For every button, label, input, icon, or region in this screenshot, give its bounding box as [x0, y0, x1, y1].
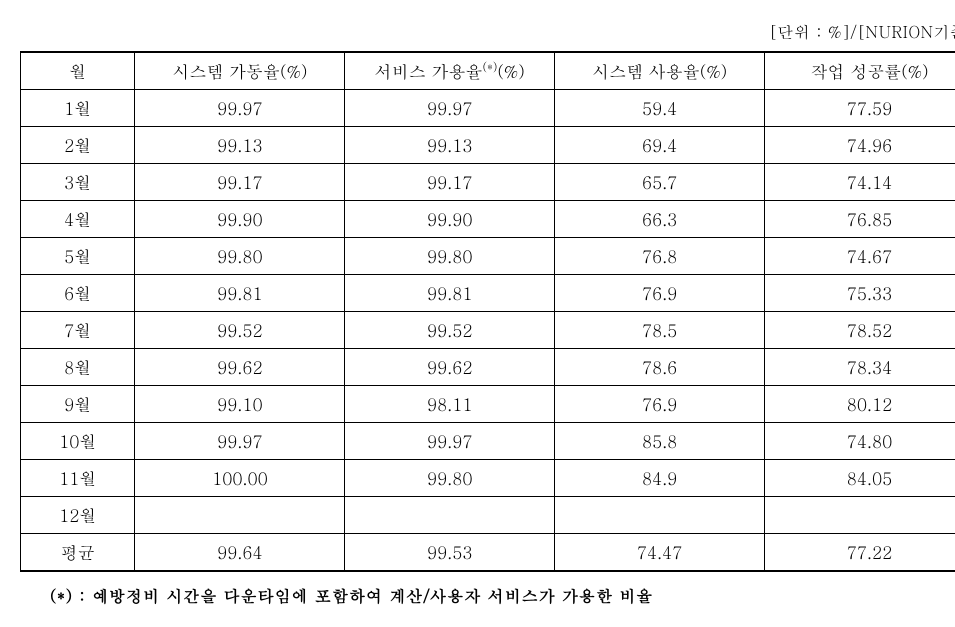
cell-uptime: 99.62: [135, 349, 345, 386]
footnote: (*) : 예방정비 시간을 다운타임에 포함하여 계산/사용자 서비스가 가용…: [20, 584, 955, 607]
unit-label: [단위 : %]/[NURION기준]: [20, 20, 955, 43]
cell-usage: 78.6: [555, 349, 765, 386]
cell-uptime: 100.00: [135, 460, 345, 497]
cell-month: 3월: [21, 164, 135, 201]
table-row: 3월99.1799.1765.774.14: [21, 164, 955, 201]
cell-usage: 76.9: [555, 275, 765, 312]
cell-usage: 66.3: [555, 201, 765, 238]
cell-usage: 78.5: [555, 312, 765, 349]
cell-month: 11월: [21, 460, 135, 497]
cell-uptime: 99.17: [135, 164, 345, 201]
cell-success: 74.14: [765, 164, 955, 201]
table-body: 1월99.9799.9759.477.592월99.1399.1369.474.…: [21, 90, 955, 572]
header-usage: 시스템 사용율(%): [555, 52, 765, 90]
cell-success: 74.96: [765, 127, 955, 164]
cell-avg-usage: 74.47: [555, 534, 765, 572]
table-row: 7월99.5299.5278.578.52: [21, 312, 955, 349]
cell-usage: 76.9: [555, 386, 765, 423]
cell-availability: 99.52: [345, 312, 555, 349]
cell-usage: 85.8: [555, 423, 765, 460]
table-row: 2월99.1399.1369.474.96: [21, 127, 955, 164]
data-table: 월 시스템 가동율(%) 서비스 가용율(*)(%) 시스템 사용율(%) 작업…: [20, 51, 955, 572]
cell-uptime: 99.97: [135, 423, 345, 460]
table-row: 5월99.8099.8076.874.67: [21, 238, 955, 275]
cell-success: 74.67: [765, 238, 955, 275]
cell-availability: 99.80: [345, 460, 555, 497]
cell-availability: 99.97: [345, 423, 555, 460]
cell-availability: [345, 497, 555, 534]
cell-month: 1월: [21, 90, 135, 127]
cell-uptime: 99.13: [135, 127, 345, 164]
cell-avg-success: 77.22: [765, 534, 955, 572]
cell-month: 6월: [21, 275, 135, 312]
cell-uptime: 99.90: [135, 201, 345, 238]
cell-month: 4월: [21, 201, 135, 238]
header-availability-suffix: (%): [497, 59, 524, 83]
header-uptime: 시스템 가동율(%): [135, 52, 345, 90]
cell-month: 10월: [21, 423, 135, 460]
cell-availability: 99.62: [345, 349, 555, 386]
cell-uptime: 99.80: [135, 238, 345, 275]
cell-month: 12월: [21, 497, 135, 534]
cell-success: 76.85: [765, 201, 955, 238]
header-availability-sup: (*): [482, 59, 497, 75]
cell-usage: 59.4: [555, 90, 765, 127]
cell-availability: 98.11: [345, 386, 555, 423]
table-row: 11월100.0099.8084.984.05: [21, 460, 955, 497]
cell-availability: 99.97: [345, 90, 555, 127]
cell-uptime: [135, 497, 345, 534]
cell-success: 77.59: [765, 90, 955, 127]
cell-success: 78.52: [765, 312, 955, 349]
cell-availability: 99.90: [345, 201, 555, 238]
cell-uptime: 99.97: [135, 90, 345, 127]
table-header-row: 월 시스템 가동율(%) 서비스 가용율(*)(%) 시스템 사용율(%) 작업…: [21, 52, 955, 90]
cell-usage: 69.4: [555, 127, 765, 164]
cell-success: 74.80: [765, 423, 955, 460]
cell-uptime: 99.10: [135, 386, 345, 423]
header-availability: 서비스 가용율(*)(%): [345, 52, 555, 90]
cell-usage: 65.7: [555, 164, 765, 201]
table-row: 12월: [21, 497, 955, 534]
cell-uptime: 99.81: [135, 275, 345, 312]
cell-success: [765, 497, 955, 534]
cell-uptime: 99.52: [135, 312, 345, 349]
cell-success: 78.34: [765, 349, 955, 386]
cell-availability: 99.81: [345, 275, 555, 312]
table-row: 9월99.1098.1176.980.12: [21, 386, 955, 423]
cell-avg-uptime: 99.64: [135, 534, 345, 572]
cell-success: 75.33: [765, 275, 955, 312]
cell-availability: 99.80: [345, 238, 555, 275]
table-row-average: 평균99.6499.5374.4777.22: [21, 534, 955, 572]
cell-usage: 76.8: [555, 238, 765, 275]
table-row: 6월99.8199.8176.975.33: [21, 275, 955, 312]
header-availability-prefix: 서비스 가용율: [375, 59, 483, 83]
cell-success: 84.05: [765, 460, 955, 497]
cell-avg-month: 평균: [21, 534, 135, 572]
cell-month: 8월: [21, 349, 135, 386]
table-row: 8월99.6299.6278.678.34: [21, 349, 955, 386]
table-row: 10월99.9799.9785.874.80: [21, 423, 955, 460]
cell-usage: 84.9: [555, 460, 765, 497]
cell-availability: 99.13: [345, 127, 555, 164]
table-row: 4월99.9099.9066.376.85: [21, 201, 955, 238]
header-month: 월: [21, 52, 135, 90]
cell-avg-availability: 99.53: [345, 534, 555, 572]
cell-success: 80.12: [765, 386, 955, 423]
cell-month: 7월: [21, 312, 135, 349]
cell-usage: [555, 497, 765, 534]
table-container: [단위 : %]/[NURION기준] 월 시스템 가동율(%) 서비스 가용율…: [20, 20, 955, 607]
header-success: 작업 성공률(%): [765, 52, 955, 90]
table-row: 1월99.9799.9759.477.59: [21, 90, 955, 127]
cell-availability: 99.17: [345, 164, 555, 201]
cell-month: 2월: [21, 127, 135, 164]
cell-month: 9월: [21, 386, 135, 423]
cell-month: 5월: [21, 238, 135, 275]
